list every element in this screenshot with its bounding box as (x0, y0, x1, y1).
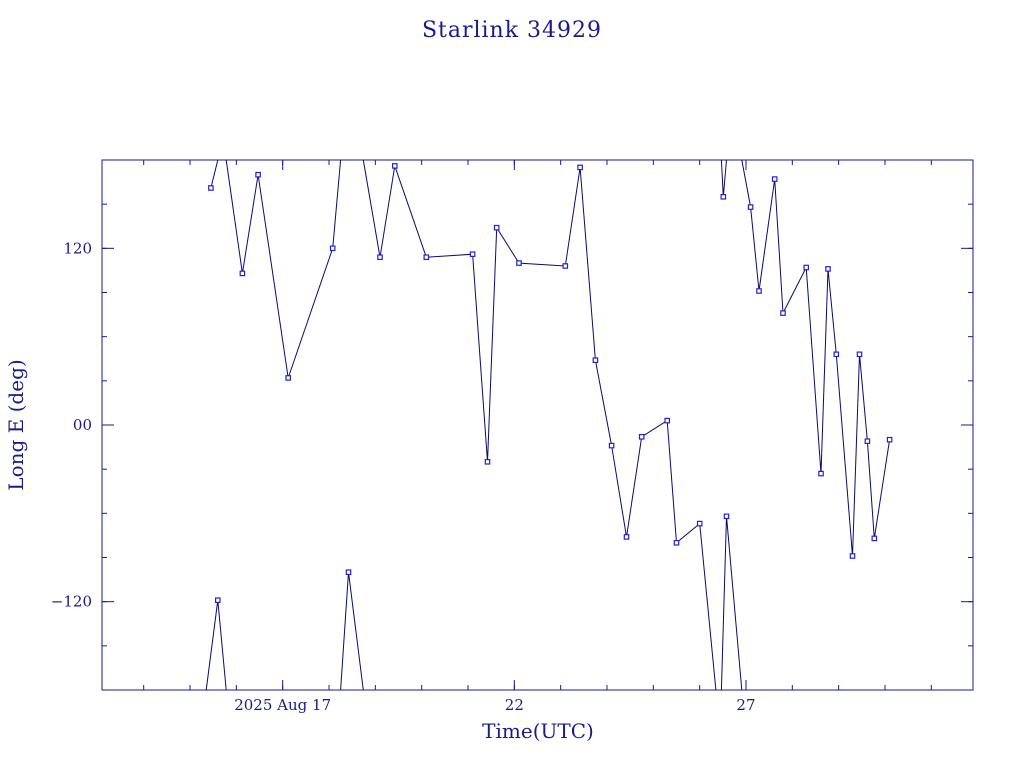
series-markers (208, 163, 893, 604)
data-point (856, 351, 863, 358)
data-point (825, 266, 831, 272)
data-point (592, 357, 599, 364)
data-point (469, 251, 476, 258)
data-point (493, 224, 500, 231)
data-point (871, 535, 878, 542)
data-point (803, 264, 810, 271)
y-tick-label: −120 (51, 593, 92, 611)
series-line-segment (340, 572, 364, 691)
data-point (208, 185, 214, 191)
data-point (577, 164, 583, 171)
tick-labels: 2025 Aug 17 22 27 120 00 −120 (51, 239, 756, 714)
y-tick-label: 120 (63, 239, 92, 257)
data-point (720, 194, 727, 200)
data-point (392, 163, 398, 169)
x-tick-label: 27 (736, 696, 755, 714)
data-point (747, 204, 754, 210)
data-point (756, 288, 762, 294)
data-point (423, 254, 430, 261)
data-point (849, 553, 856, 559)
data-point (329, 245, 336, 252)
data-point (239, 270, 246, 277)
data-point (771, 176, 778, 182)
y-tick-label: 00 (73, 416, 92, 434)
series-line-segment (225, 159, 342, 379)
data-point (638, 434, 645, 440)
data-point (886, 436, 893, 443)
x-tick-label: 2025 Aug 17 (234, 696, 331, 714)
axis-ticks (102, 160, 973, 690)
series-line-segment (720, 159, 727, 197)
series-lines (205, 159, 891, 691)
data-point (516, 260, 522, 266)
data-point (723, 513, 730, 520)
chart-title: Starlink 34929 (422, 18, 602, 43)
data-point (623, 534, 630, 540)
data-point (562, 263, 569, 269)
data-point (255, 171, 261, 178)
series-line-segment (720, 516, 743, 691)
data-point (484, 459, 491, 465)
data-point (780, 310, 786, 316)
data-point (377, 254, 383, 261)
series-line-segment (362, 159, 717, 691)
data-point (215, 597, 221, 604)
series-line-segment (210, 159, 219, 189)
data-point (285, 375, 292, 381)
data-point (608, 442, 615, 449)
data-point (673, 539, 680, 546)
series-line-segment (205, 600, 227, 691)
y-axis-label: Long E (deg) (4, 359, 28, 490)
data-point (696, 520, 703, 527)
data-point (818, 470, 824, 477)
data-point (833, 351, 840, 358)
series-line-segment (741, 159, 891, 557)
data-point (864, 438, 871, 445)
plot-area (101, 159, 974, 691)
data-point (664, 417, 671, 424)
data-point (345, 569, 352, 576)
x-tick-label: 22 (505, 696, 524, 714)
x-axis-label: Time(UTC) (482, 719, 594, 743)
